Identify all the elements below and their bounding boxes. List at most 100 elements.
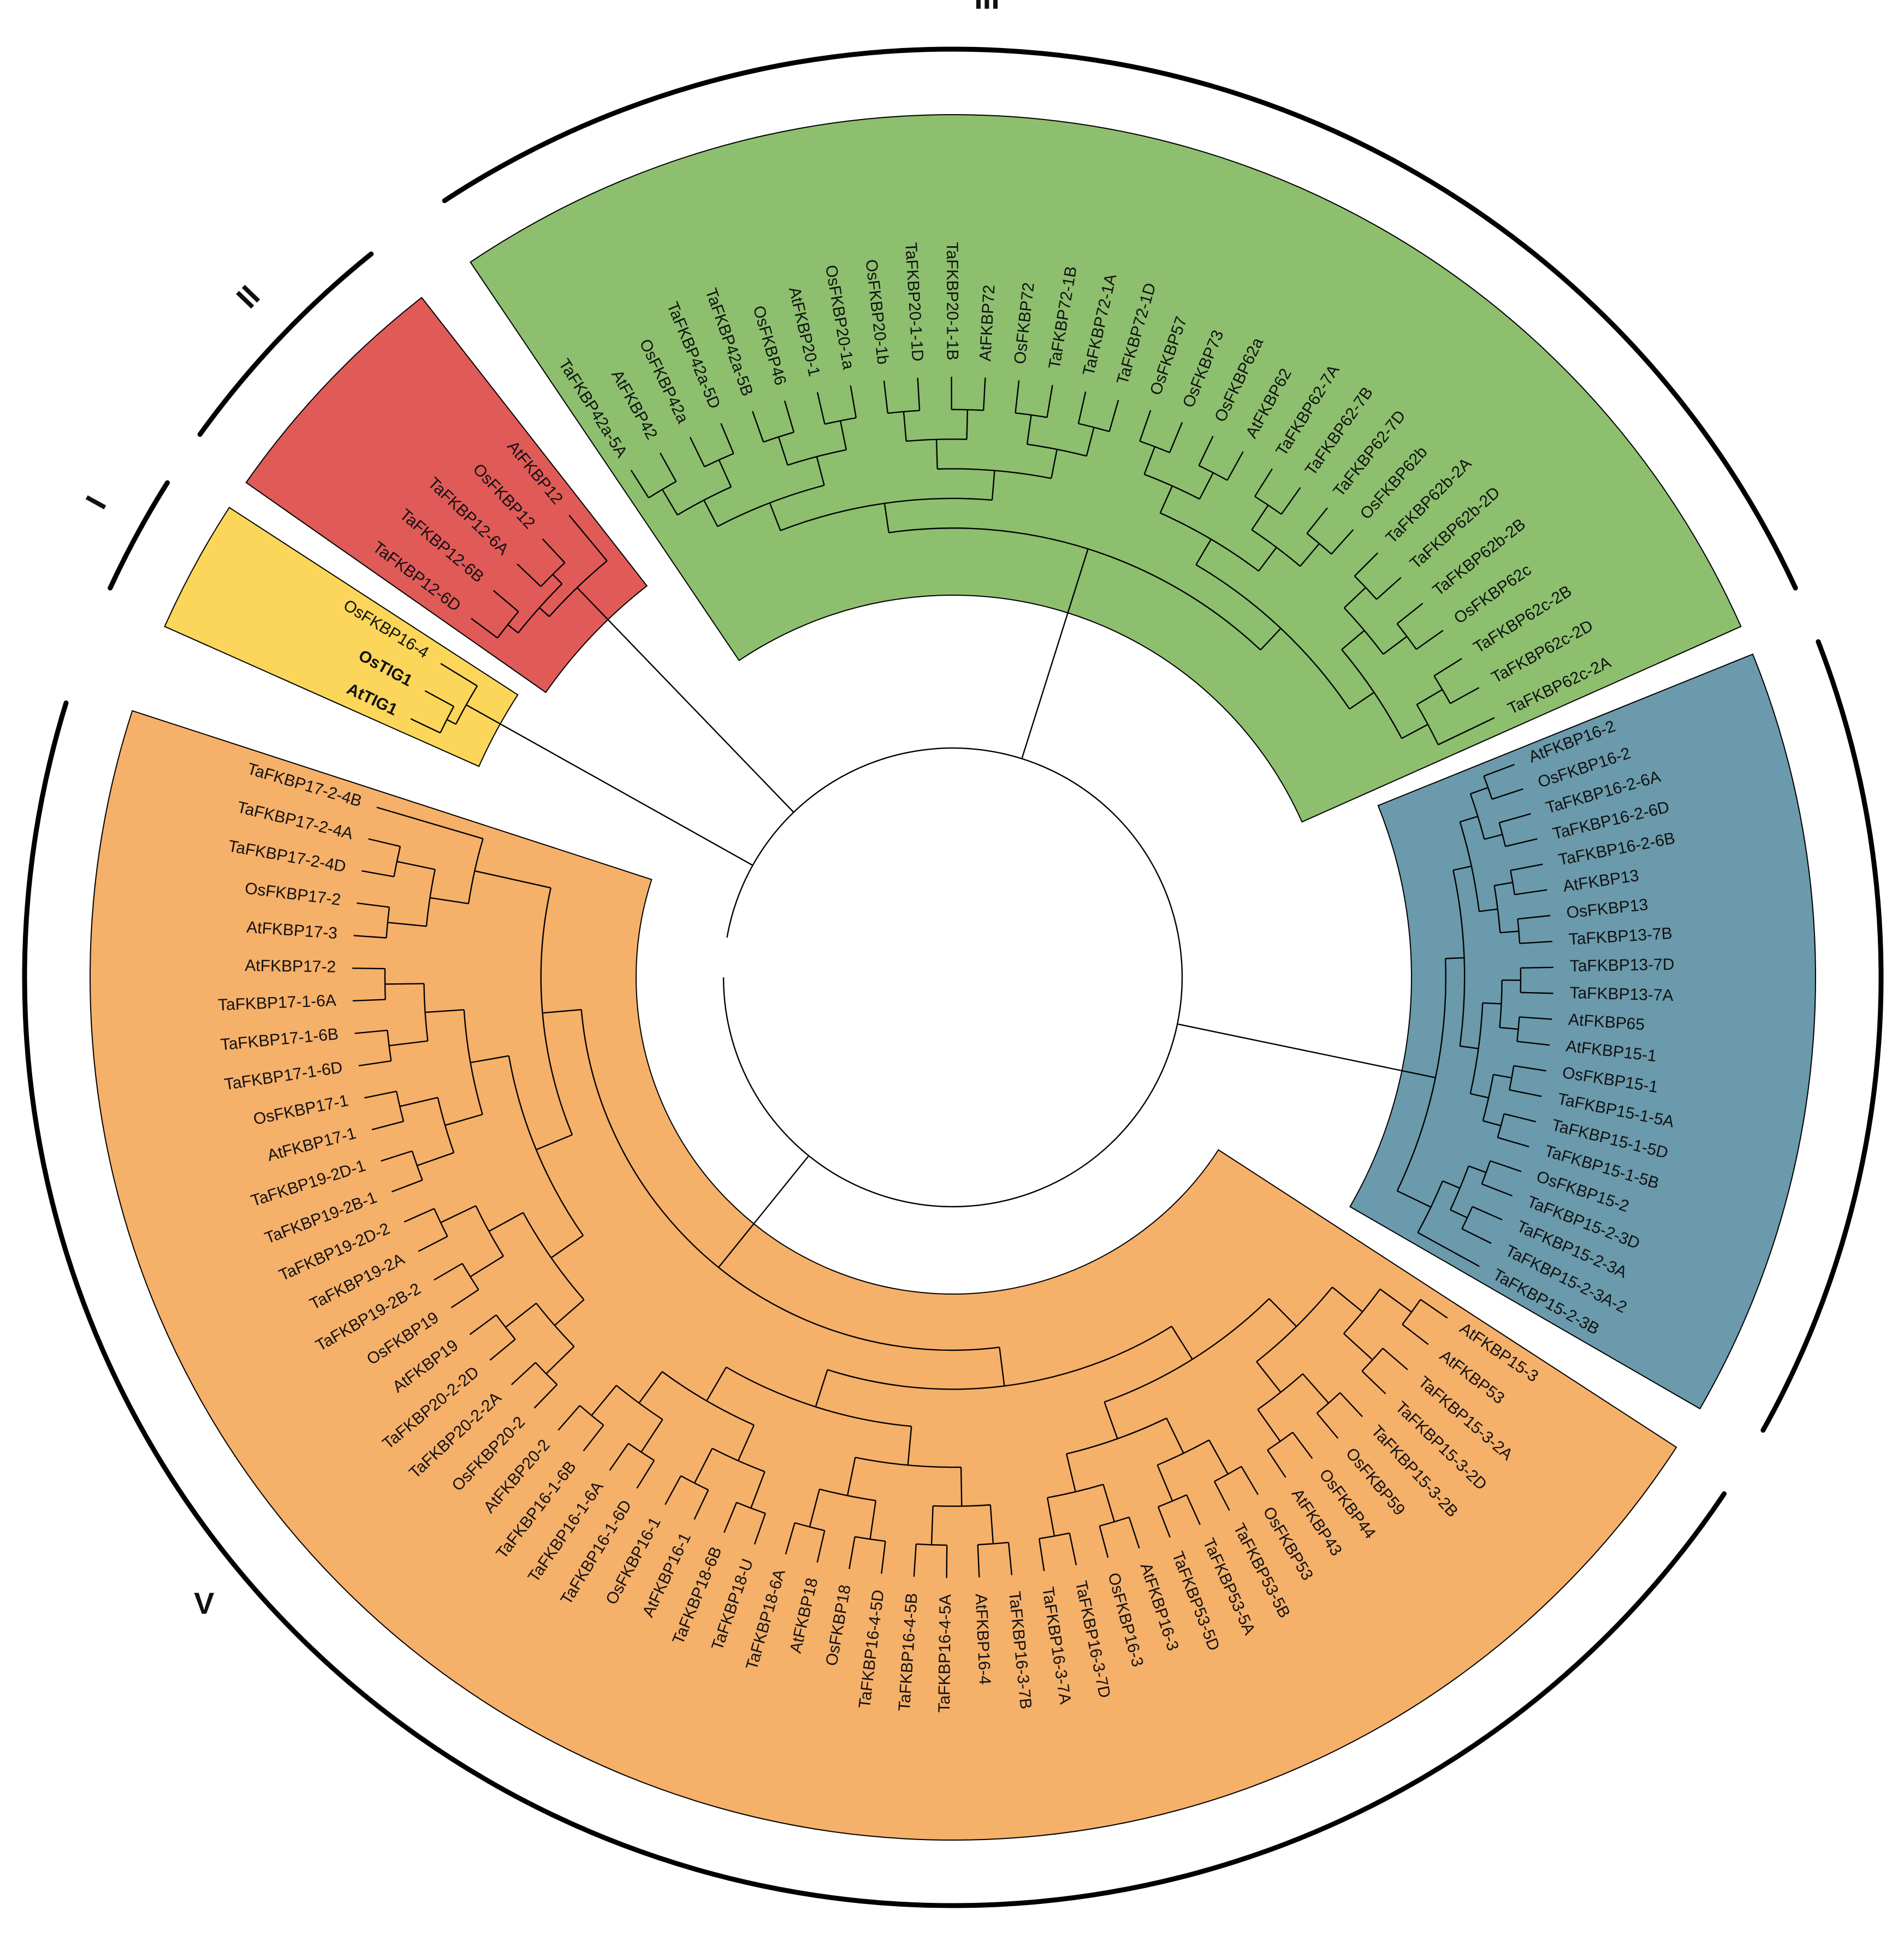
branch-arc bbox=[535, 1362, 558, 1385]
branch bbox=[816, 1530, 826, 1563]
clade-brackets bbox=[22, 46, 1884, 1908]
branch-arc bbox=[1469, 793, 1485, 840]
clade-sector-V bbox=[89, 710, 1677, 1841]
branch bbox=[1517, 1041, 1550, 1046]
branch bbox=[1354, 552, 1379, 577]
branch-arc bbox=[1461, 1206, 1473, 1230]
branch bbox=[536, 1134, 573, 1150]
branch bbox=[1208, 1439, 1229, 1475]
branch bbox=[1442, 1180, 1461, 1189]
branch bbox=[720, 423, 734, 454]
branch bbox=[493, 590, 519, 613]
branch bbox=[1484, 834, 1503, 840]
branch bbox=[1198, 436, 1214, 466]
branch bbox=[1500, 930, 1519, 934]
branch bbox=[1341, 630, 1365, 650]
branch bbox=[1450, 687, 1480, 704]
branch bbox=[1493, 1073, 1512, 1079]
branch bbox=[1156, 1464, 1173, 1502]
branch bbox=[778, 436, 788, 466]
branch bbox=[385, 983, 424, 985]
branch bbox=[354, 1029, 388, 1034]
branch-arc bbox=[794, 1522, 825, 1532]
branch bbox=[706, 1367, 727, 1402]
branch bbox=[450, 1289, 479, 1309]
branch bbox=[1401, 723, 1428, 739]
branch bbox=[693, 1448, 713, 1484]
branch bbox=[1519, 1016, 1552, 1020]
leaf-label: TaFKBP13-7A bbox=[1569, 984, 1674, 1005]
branch-arc bbox=[579, 1405, 604, 1426]
branch bbox=[470, 1255, 504, 1278]
branch-arc bbox=[1361, 1348, 1384, 1372]
branch bbox=[769, 502, 781, 531]
branch bbox=[977, 1544, 980, 1577]
branch bbox=[1159, 485, 1173, 514]
branch bbox=[881, 1541, 886, 1574]
branch bbox=[1047, 1497, 1055, 1536]
leaf-label: AtFKBP17-2 bbox=[245, 957, 336, 976]
branch bbox=[1468, 1165, 1487, 1173]
branch bbox=[1104, 1402, 1118, 1439]
branch bbox=[1376, 577, 1402, 600]
branch bbox=[1171, 1326, 1193, 1360]
branch bbox=[1166, 1417, 1184, 1454]
clade-stem bbox=[466, 704, 754, 866]
branch bbox=[1383, 636, 1408, 655]
branch bbox=[1461, 1228, 1492, 1244]
branch bbox=[1499, 1027, 1519, 1030]
branch bbox=[1520, 992, 1553, 994]
branch bbox=[640, 1419, 663, 1453]
branch bbox=[1316, 1413, 1339, 1439]
branch-arc bbox=[1396, 958, 1447, 1191]
branch bbox=[1479, 908, 1498, 912]
branch bbox=[1382, 1348, 1408, 1370]
branch bbox=[399, 1096, 438, 1107]
branch bbox=[1251, 505, 1269, 530]
branch bbox=[917, 377, 921, 411]
branch-arc bbox=[1402, 1299, 1421, 1325]
branch bbox=[1102, 1484, 1116, 1522]
branch bbox=[471, 618, 498, 639]
branch bbox=[568, 514, 608, 561]
branch bbox=[1484, 763, 1515, 777]
branch bbox=[1396, 603, 1423, 625]
branch bbox=[1015, 380, 1020, 413]
branch bbox=[737, 1425, 755, 1461]
branch bbox=[999, 1347, 1005, 1386]
branch-arc bbox=[434, 1208, 448, 1237]
branch bbox=[991, 470, 995, 500]
branch bbox=[410, 718, 441, 734]
branch bbox=[444, 1113, 483, 1126]
branch bbox=[361, 870, 394, 877]
branch bbox=[550, 1235, 584, 1259]
branch bbox=[785, 1522, 796, 1555]
branch bbox=[636, 1460, 655, 1489]
branch bbox=[542, 1008, 582, 1014]
branch bbox=[966, 410, 969, 440]
branch bbox=[839, 420, 847, 450]
branch bbox=[1260, 627, 1282, 651]
branch bbox=[440, 1205, 476, 1224]
branch-arc bbox=[440, 706, 455, 733]
branch bbox=[505, 1302, 537, 1328]
branch bbox=[552, 574, 563, 585]
leaf-label: AtFKBP16-4 bbox=[972, 1593, 994, 1685]
clade-bracket-II bbox=[197, 251, 374, 437]
leaf-label: TaFKBP20-1-1B bbox=[943, 242, 961, 360]
branch-arc bbox=[855, 1456, 962, 1468]
branch bbox=[1379, 1288, 1412, 1313]
branch-arc bbox=[680, 1475, 709, 1491]
branch bbox=[364, 1090, 397, 1099]
clade-sector-I bbox=[164, 507, 519, 767]
branch bbox=[1241, 1466, 1259, 1496]
branch bbox=[1077, 391, 1087, 424]
branch bbox=[850, 385, 857, 418]
branch bbox=[638, 1371, 663, 1404]
branch bbox=[1397, 1190, 1432, 1208]
leaf-label: TaFKBP16-4-5A bbox=[935, 1594, 954, 1713]
branch bbox=[809, 1488, 820, 1527]
clade-sector-II bbox=[245, 296, 648, 693]
branch bbox=[474, 870, 551, 889]
